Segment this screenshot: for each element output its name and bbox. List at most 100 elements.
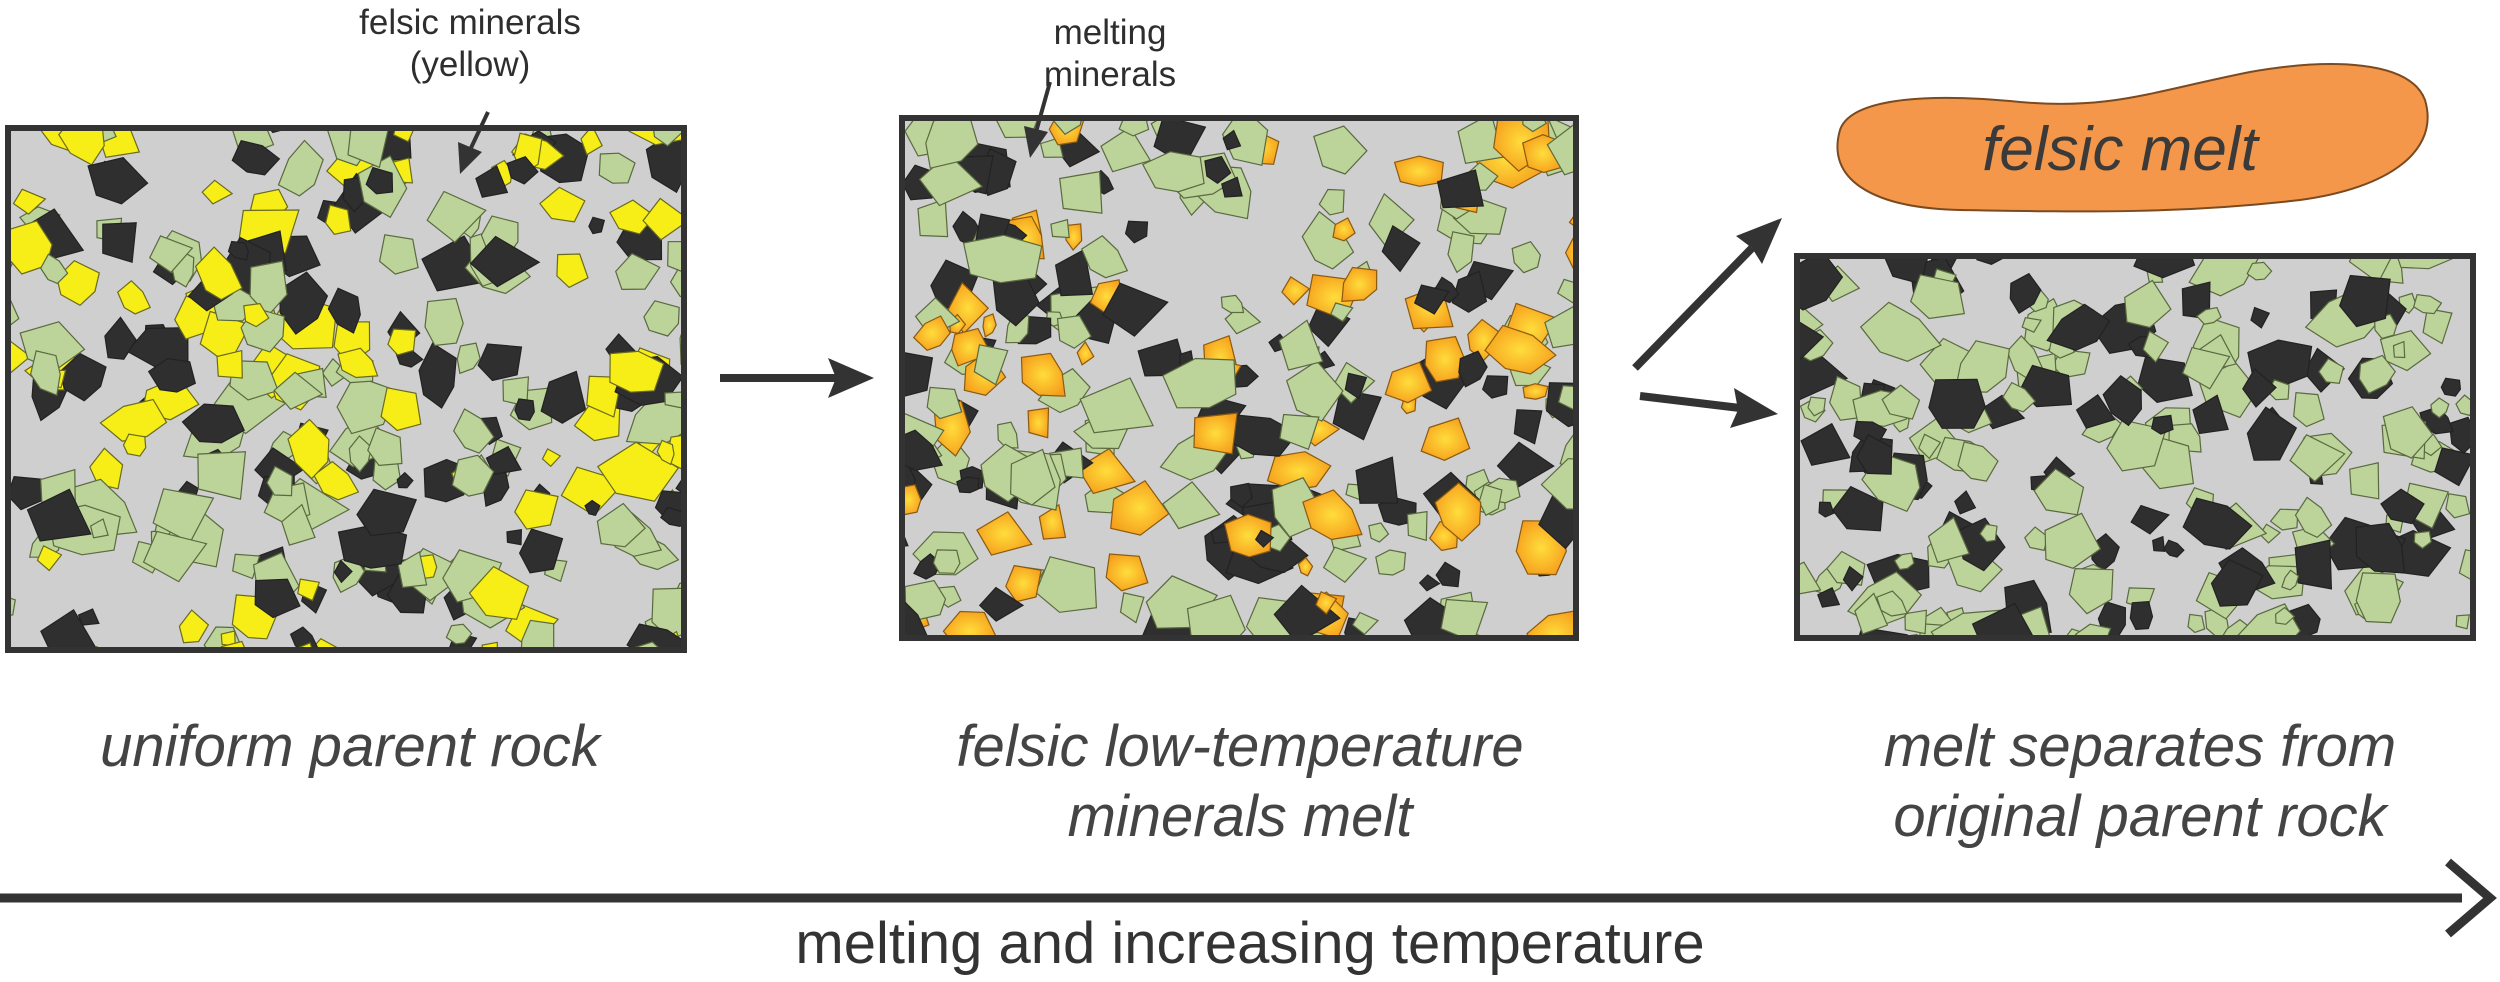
mineral-grain-dark bbox=[2355, 522, 2406, 574]
mineral-grain-felsic bbox=[539, 186, 586, 223]
mineral-grain-green bbox=[2142, 330, 2170, 364]
mineral-grain-dark bbox=[1221, 176, 1243, 198]
mineral-grain-green bbox=[1059, 170, 1103, 214]
mineral-grain-green bbox=[664, 391, 684, 409]
mineral-grain-green bbox=[1278, 319, 1324, 371]
mineral-grain-dark bbox=[1204, 155, 1232, 184]
mineral-grain-green bbox=[2181, 346, 2231, 390]
mineral-grain-green bbox=[1556, 278, 1576, 304]
mineral-grain-dark bbox=[475, 165, 509, 198]
mineral-grain-green bbox=[598, 152, 636, 184]
mineral-grain-felsic bbox=[324, 204, 352, 235]
mineral-grain-dark bbox=[1436, 169, 1485, 209]
mineral-grain-melting bbox=[1484, 324, 1557, 375]
felsic-melt-blob bbox=[1836, 63, 2429, 213]
mineral-grain-dark bbox=[227, 240, 249, 261]
mineral-grain-melting bbox=[1105, 553, 1149, 592]
mineral-grain-green bbox=[1285, 360, 1344, 422]
panel-uniform-parent-rock bbox=[5, 125, 707, 653]
panel-residual-rock bbox=[1794, 253, 2476, 641]
mineral-grain-felsic bbox=[199, 310, 251, 366]
mineral-grain-green bbox=[2422, 307, 2453, 345]
temperature-axis-arrow bbox=[0, 858, 2497, 938]
mineral-grain-green bbox=[1118, 118, 1150, 137]
mineral-grain-dark bbox=[1817, 586, 1841, 608]
mineral-grain-dark bbox=[254, 578, 301, 619]
label-felsic-minerals-line1: felsic minerals bbox=[359, 3, 581, 42]
mineral-grain-melting bbox=[1420, 417, 1471, 461]
mineral-grain-green bbox=[2021, 317, 2042, 333]
mineral-grain-green bbox=[1050, 218, 1070, 239]
mineral-grain-felsic bbox=[688, 397, 707, 419]
mineral-grain-melting bbox=[1341, 266, 1378, 303]
mineral-grain-green bbox=[1220, 294, 1245, 314]
mineral-grain-green bbox=[2246, 261, 2273, 281]
mineral-grain-felsic bbox=[609, 350, 665, 393]
mineral-grain-melting bbox=[1302, 489, 1363, 541]
mineral-grain-dark bbox=[1800, 422, 1851, 466]
caption-panel3-line1: melt separates from bbox=[1883, 714, 2397, 779]
mineral-grain-green bbox=[1081, 235, 1129, 279]
mineral-grain-dark bbox=[659, 506, 684, 528]
mineral-grain-felsic bbox=[194, 246, 243, 301]
mineral-grain-felsic bbox=[116, 279, 152, 315]
mineral-grain-dark bbox=[2182, 497, 2253, 550]
mineral-grain-green bbox=[2002, 381, 2037, 413]
mineral-grain-dark bbox=[1413, 284, 1450, 315]
mineral-grain-green bbox=[1979, 523, 1998, 543]
mineral-grain-dark bbox=[2133, 256, 2196, 279]
mineral-grain-green bbox=[266, 465, 293, 497]
mineral-grain-felsic bbox=[609, 199, 656, 235]
mineral-grain-green bbox=[2430, 397, 2450, 419]
mineral-grain-dark bbox=[2419, 406, 2454, 435]
mineral-grain-melting bbox=[1393, 155, 1444, 187]
mineral-grain-dark bbox=[2130, 504, 2170, 535]
mineral-grain-felsic bbox=[36, 544, 63, 572]
mineral-grain-felsic bbox=[297, 578, 321, 602]
mineral-grain-green bbox=[2033, 468, 2085, 516]
mineral-grain-dark bbox=[2163, 539, 2185, 558]
mineral-grain-green bbox=[652, 128, 684, 147]
mineral-grain-green bbox=[336, 374, 398, 435]
mineral-grain-green bbox=[197, 451, 247, 500]
mineral-grain-green bbox=[1859, 301, 1942, 362]
mineral-grain-green bbox=[1313, 125, 1368, 175]
mineral-grain-green bbox=[2259, 523, 2282, 544]
mineral-grain-green bbox=[2196, 306, 2222, 325]
mineral-grain-green bbox=[2044, 512, 2102, 569]
mineral-grain-dark bbox=[956, 476, 980, 494]
mineral-grain-green bbox=[1578, 357, 1591, 373]
mineral-grain-green bbox=[281, 503, 316, 546]
mineral-grain-felsic bbox=[216, 349, 243, 379]
mineral-grain-dark bbox=[147, 357, 197, 393]
mineral-grain-green bbox=[615, 252, 661, 291]
mineral-grain-felsic bbox=[337, 347, 379, 379]
mineral-grain-green bbox=[1854, 592, 1889, 635]
mineral-grain-dark bbox=[2440, 377, 2462, 397]
mineral-grain-green bbox=[2355, 572, 2401, 624]
mineral-grain-melting bbox=[1281, 276, 1311, 306]
mineral-grain-green bbox=[2269, 508, 2299, 531]
mineral-grain-green bbox=[424, 297, 464, 347]
mineral-grain-melting bbox=[1027, 407, 1050, 439]
mineral-grain-green bbox=[2124, 279, 2172, 329]
mineral-grain-melting bbox=[902, 484, 922, 516]
mineral-grain-melting bbox=[1332, 217, 1356, 242]
mineral-grain-dark bbox=[2075, 394, 2116, 429]
mineral-grain-felsic bbox=[99, 398, 168, 442]
mineral-grain-dark bbox=[1513, 409, 1543, 445]
mineral-grain-melting bbox=[982, 313, 997, 338]
mineral-grain-melting bbox=[1522, 383, 1549, 400]
mineral-grain-dark bbox=[1381, 225, 1421, 273]
mineral-grain-dark bbox=[1971, 602, 2035, 638]
mineral-grain-dark bbox=[365, 166, 394, 195]
mineral-grain-dark bbox=[588, 216, 606, 235]
mineral-grain-felsic bbox=[58, 128, 105, 166]
axis-label: melting and increasing temperature bbox=[795, 911, 1705, 976]
label-melting-minerals-line1: melting bbox=[1053, 13, 1167, 52]
mineral-grain-green bbox=[2106, 419, 2167, 472]
mineral-grain-dark bbox=[1458, 350, 1488, 388]
mineral-grain-dark bbox=[1344, 372, 1368, 400]
mineral-grain-dark bbox=[1054, 248, 1094, 297]
mineral-grain-green bbox=[1330, 302, 1354, 323]
